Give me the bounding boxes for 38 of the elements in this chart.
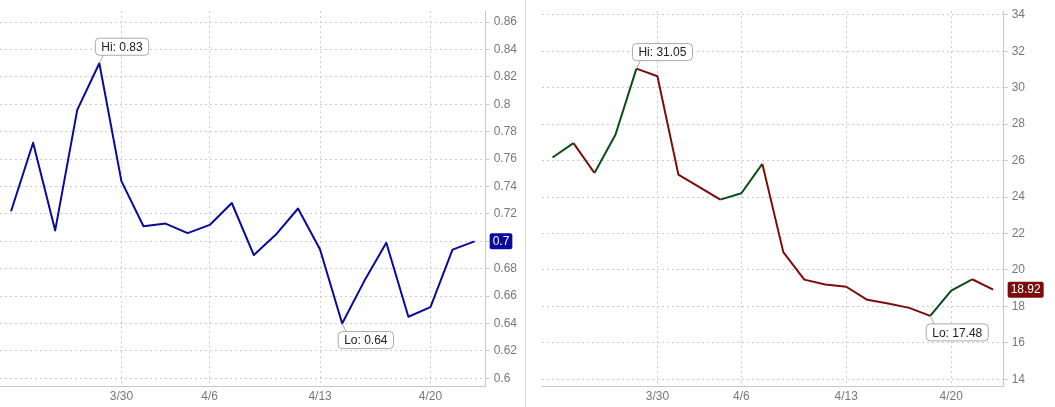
y-tick-label: 0.6 xyxy=(493,370,511,385)
x-tick-label: 4/13 xyxy=(308,389,333,404)
data-label: Hi: 0.83 xyxy=(101,40,144,55)
y-tick-label: 24 xyxy=(1011,189,1026,204)
y-tick-label: 20 xyxy=(1011,262,1026,277)
y-tick-label: 18 xyxy=(1011,298,1026,313)
x-tick-label: 4/6 xyxy=(201,389,219,404)
y-tick-label: 16 xyxy=(1011,335,1026,350)
data-label: Lo: 0.64 xyxy=(344,333,388,348)
y-tick-label: 0.84 xyxy=(493,41,518,56)
data-label: 0.7 xyxy=(492,233,510,248)
y-tick-label: 0.74 xyxy=(493,178,518,193)
y-tick-label: 32 xyxy=(1011,43,1026,58)
data-label: 18.92 xyxy=(1010,281,1042,296)
data-label: Hi: 31.05 xyxy=(638,45,687,60)
y-tick-label: 0.68 xyxy=(493,261,518,276)
x-tick-label: 3/30 xyxy=(645,389,670,404)
y-tick-label: 0.82 xyxy=(493,69,518,84)
data-label: Lo: 17.48 xyxy=(932,325,983,340)
y-tick-label: 22 xyxy=(1011,225,1026,240)
y-tick-label: 0.78 xyxy=(493,124,518,139)
x-tick-label: 4/20 xyxy=(418,389,443,404)
y-tick-label: 26 xyxy=(1011,152,1026,167)
y-tick-label: 30 xyxy=(1011,80,1026,95)
y-tick-label: 14 xyxy=(1011,371,1026,386)
y-tick-label: 34 xyxy=(1011,7,1026,22)
x-tick-label: 4/13 xyxy=(834,389,859,404)
y-tick-label: 0.72 xyxy=(493,206,518,221)
x-tick-label: 3/30 xyxy=(109,389,134,404)
y-tick-label: 28 xyxy=(1011,116,1026,131)
y-tick-label: 0.62 xyxy=(493,343,518,358)
y-tick-label: 0.76 xyxy=(493,151,518,166)
y-tick-label: 0.8 xyxy=(493,96,511,111)
y-tick-label: 0.64 xyxy=(493,315,518,330)
x-tick-label: 4/20 xyxy=(939,389,964,404)
x-tick-label: 4/6 xyxy=(733,389,751,404)
y-tick-label: 0.86 xyxy=(493,14,518,29)
y-tick-label: 0.66 xyxy=(493,288,518,303)
